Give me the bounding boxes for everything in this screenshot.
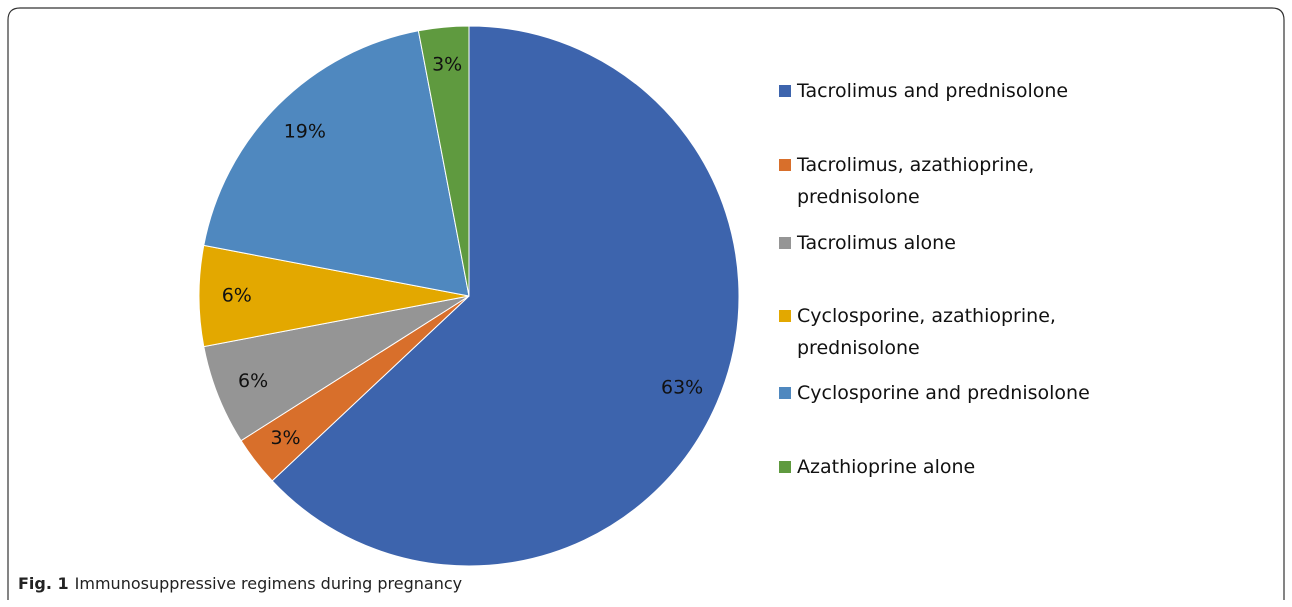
legend-label: Cyclosporine and prednisolone: [797, 382, 1090, 404]
legend-swatch: [779, 237, 791, 249]
frame: [7, 7, 1285, 600]
caption-label: Fig. 1: [18, 574, 69, 593]
legend-label: Tacrolimus, azathioprine, prednisolone: [797, 154, 1035, 208]
legend-label: Tacrolimus alone: [797, 232, 956, 254]
data-label: 6%: [238, 370, 268, 392]
data-label: 63%: [661, 377, 703, 399]
caption: Fig. 1 Immunosuppressive regimens during …: [18, 574, 462, 593]
data-label: 3%: [432, 53, 462, 75]
legend-item: Cyclosporine, azathioprine, prednisolone: [779, 300, 1127, 364]
legend-item: Tacrolimus alone: [779, 227, 1127, 259]
legend-item: Tacrolimus and prednisolone: [779, 75, 1127, 107]
legend-label: Tacrolimus and prednisolone: [797, 80, 1069, 102]
legend-label: Cyclosporine, azathioprine, prednisolone: [797, 305, 1056, 359]
legend-item: Tacrolimus, azathioprine, prednisolone: [779, 149, 1127, 213]
data-label: 19%: [284, 120, 326, 142]
legend-item: Cyclosporine and prednisolone: [779, 377, 1127, 409]
legend-swatch: [779, 461, 791, 473]
data-label: 3%: [270, 427, 300, 449]
legend-label: Azathioprine alone: [797, 456, 976, 478]
data-label: 6%: [222, 285, 252, 307]
pie-slice: [271, 25, 740, 567]
legend-swatch: [779, 387, 791, 399]
pie-slice: [203, 30, 470, 297]
pie-slice: [417, 25, 470, 297]
caption-text: Immunosuppressive regimens during pregna…: [75, 574, 462, 593]
legend-swatch: [779, 310, 791, 322]
legend-swatch: [779, 85, 791, 97]
legend-item: Azathioprine alone: [779, 451, 1127, 483]
legend-swatch: [779, 159, 791, 171]
